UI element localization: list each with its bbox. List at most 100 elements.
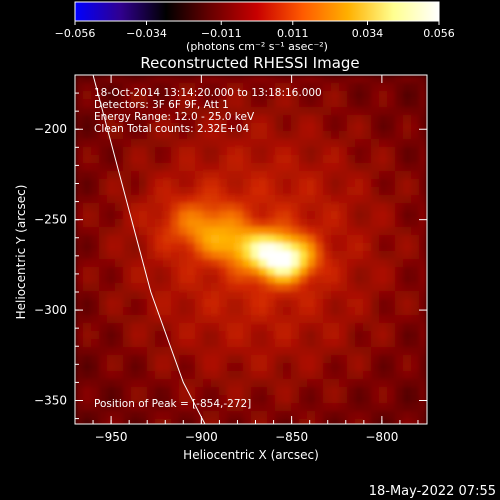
heatmap-cell (235, 219, 244, 228)
heatmap-cell (75, 347, 84, 356)
heatmap-cell (299, 115, 308, 124)
heatmap-cell (363, 187, 372, 196)
heatmap-cell (203, 163, 212, 172)
heatmap-cell (395, 355, 404, 364)
heatmap-cell (355, 379, 364, 388)
heatmap-cell (307, 299, 316, 308)
heatmap-cell (259, 387, 268, 396)
heatmap-cell (99, 267, 108, 276)
heatmap-cell (187, 403, 196, 412)
heatmap-cell (83, 179, 92, 188)
heatmap-cell (211, 347, 220, 356)
heatmap-cell (91, 115, 100, 124)
heatmap-cell (227, 395, 236, 404)
heatmap-cell (155, 123, 164, 132)
heatmap-cell (91, 99, 100, 108)
heatmap-cell (283, 131, 292, 140)
heatmap-cell (411, 259, 420, 268)
heatmap-cell (155, 195, 164, 204)
heatmap-cell (283, 147, 292, 156)
heatmap-cell (99, 163, 108, 172)
heatmap-cell (419, 75, 427, 84)
heatmap-cell (243, 187, 252, 196)
heatmap-cell (267, 107, 276, 116)
heatmap-cell (355, 227, 364, 236)
heatmap-cell (203, 99, 212, 108)
heatmap-cell (163, 387, 172, 396)
heatmap-cell (315, 315, 324, 324)
heatmap-cell (107, 107, 116, 116)
heatmap-cell (363, 155, 372, 164)
heatmap-cell (75, 211, 84, 220)
heatmap-cell (243, 163, 252, 172)
heatmap-cell (243, 363, 252, 372)
heatmap-cell (115, 299, 124, 308)
heatmap-cell (211, 147, 220, 156)
heatmap-cell (219, 147, 228, 156)
heatmap-cell (411, 83, 420, 92)
heatmap-cell (411, 331, 420, 340)
heatmap-cell (83, 267, 92, 276)
heatmap-cell (259, 315, 268, 324)
heatmap-cell (131, 227, 140, 236)
heatmap-cell (211, 387, 220, 396)
heatmap-cell (155, 411, 164, 420)
heatmap-cell (259, 123, 268, 132)
heatmap-cell (83, 83, 92, 92)
heatmap-cell (187, 251, 196, 260)
heatmap-cell (187, 363, 196, 372)
heatmap-cell (259, 331, 268, 340)
heatmap-cell (275, 195, 284, 204)
heatmap-cell (147, 363, 156, 372)
heatmap-cell (147, 275, 156, 284)
heatmap-cell (243, 211, 252, 220)
heatmap-cell (347, 83, 356, 92)
heatmap-cell (91, 339, 100, 348)
heatmap-cell (283, 171, 292, 180)
heatmap-cell (387, 75, 396, 84)
heatmap-cell (83, 379, 92, 388)
heatmap-cell (315, 243, 324, 252)
heatmap-cell (187, 203, 196, 212)
heatmap-cell (131, 267, 140, 276)
heatmap-cell (323, 75, 332, 84)
heatmap-cell (347, 243, 356, 252)
heatmap-cell (243, 123, 252, 132)
heatmap-cell (403, 163, 412, 172)
x-tick-label: −800 (365, 430, 398, 444)
heatmap-cell (91, 219, 100, 228)
heatmap-cell (371, 363, 380, 372)
heatmap-cell (227, 347, 236, 356)
heatmap-cell (347, 91, 356, 100)
heatmap-cell (371, 211, 380, 220)
heatmap-cell (107, 155, 116, 164)
heatmap-cell (307, 251, 316, 260)
heatmap-cell (307, 211, 316, 220)
heatmap-cell (259, 195, 268, 204)
heatmap-cell (387, 419, 396, 424)
colorbar-gradient (74, 1, 440, 22)
heatmap-cell (283, 275, 292, 284)
annotation-detectors: Detectors: 3F 6F 9F, Att 1 (94, 99, 229, 111)
heatmap-cell (339, 155, 348, 164)
heatmap-cell (291, 227, 300, 236)
heatmap-cell (155, 299, 164, 308)
heatmap-cell (379, 227, 388, 236)
heatmap-cell (187, 243, 196, 252)
heatmap-cell (123, 395, 132, 404)
heatmap-cell (347, 251, 356, 260)
heatmap-cell (107, 91, 116, 100)
heatmap-cell (411, 163, 420, 172)
heatmap-cell (347, 379, 356, 388)
heatmap-cell (139, 91, 148, 100)
heatmap-cell (379, 203, 388, 212)
heatmap-cell (187, 115, 196, 124)
heatmap-cell (283, 267, 292, 276)
heatmap-cell (211, 363, 220, 372)
heatmap-cell (179, 99, 188, 108)
heatmap-cell (179, 275, 188, 284)
heatmap-cell (339, 283, 348, 292)
heatmap-cell (283, 363, 292, 372)
heatmap-cell (331, 339, 340, 348)
heatmap-cell (195, 195, 204, 204)
